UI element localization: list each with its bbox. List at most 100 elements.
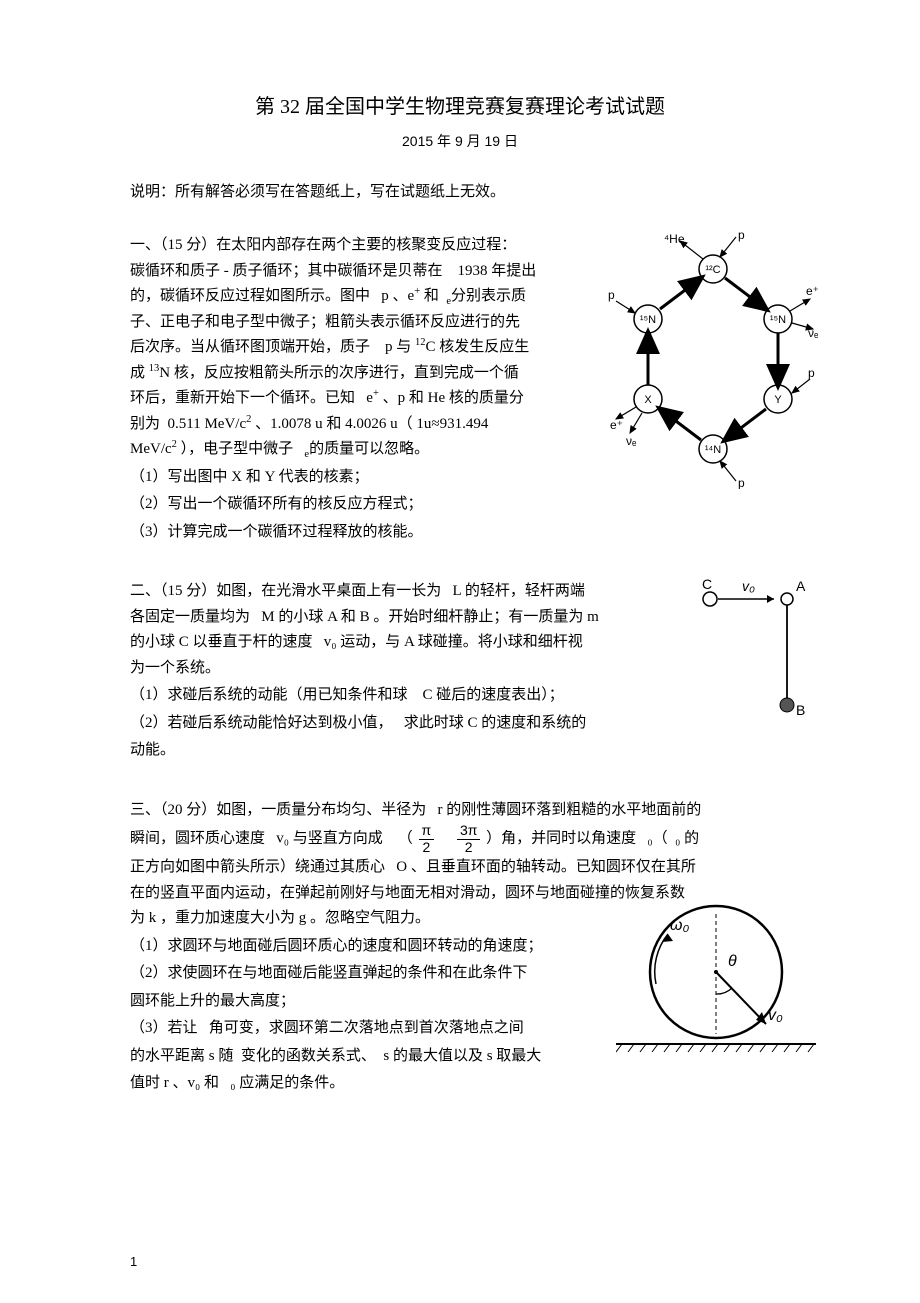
p1-header: 一、（15 分）在太阳内部存在两个主要的核聚变反应过程： — [130, 237, 516, 253]
frac2-num: 3π — [457, 823, 480, 839]
p1-sub1: （1）写出图中 X 和 Y 代表的核素； — [130, 465, 590, 491]
p3-l3a: 正方向如图中箭头所示）绕通过其质心 — [130, 859, 385, 875]
fig1-he4: ⁴He — [664, 232, 685, 246]
p2-sub3: 动能。 — [130, 738, 630, 764]
page-title: 第 32 届全国中学生物理竞赛复赛理论考试试题 — [130, 90, 790, 124]
p3-sub4c: s 的最大值以及 s 取最大 — [383, 1048, 541, 1064]
frac2-den: 2 — [457, 840, 480, 855]
p1-l5a: 后次序。当从循环图顶端开始，质子 — [130, 339, 370, 355]
p3-sub3: （3）若让 角可变，求圆环第二次落地点到首次落地点之间 — [130, 1016, 570, 1042]
p1-l8c: 、1.0078 u 和 4.0026 u（ 1u≈931.494 — [255, 416, 488, 432]
fig1-p-r: p — [808, 366, 815, 380]
p1-l6a: 成 — [130, 365, 145, 381]
problem-3: 三、（20 分）如图，一质量分布均匀、半径为 r 的刚性薄圆环落到粗糙的水平地面… — [130, 798, 790, 1097]
figure-rod-collision: C v₀ A B — [692, 577, 812, 727]
p3-sub2a: （2）求使圆环在与地面碰后能竖直弹起的条件和在此条件下 — [130, 961, 570, 987]
p3-sub2b: 圆环能上升的最大高度； — [130, 989, 570, 1015]
p3-sub1: （1）求圆环与地面碰后圆环质心的速度和圆环转动的角速度； — [130, 934, 570, 960]
figure-carbon-cycle: ¹²C ¹⁵N Y ¹⁴N X ¹⁵N — [608, 229, 818, 489]
p3-sub3b: 角可变，求圆环第二次落地点到首次落地点之间 — [209, 1020, 524, 1036]
fig1-n15l: ¹⁵N — [640, 314, 656, 326]
p1-l4: 子、正电子和电子型中微子；粗箭头表示循环反应进行的先 — [130, 314, 520, 330]
p2-l3a: 的小球 C 以垂直于杆的速度 — [130, 634, 313, 650]
p2-l4: 为一个系统。 — [130, 660, 220, 676]
p1-l7a: 环后，重新开始下一个循环。已知 — [130, 390, 355, 406]
p3-l1: 三、（20 分）如图，一质量分布均匀、半径为 — [130, 802, 426, 818]
p2-l1b: L 的轻杆，轻杆两端 — [453, 583, 585, 599]
exam-date: 2015 年 9 月 19 日 — [130, 130, 790, 154]
p2-sub1: （1）求碰后系统的动能（用已知条件和球 C 碰后的速度表出）； — [130, 683, 630, 709]
p3-sub3a: （3）若让 — [130, 1020, 198, 1036]
frac-pi-2: π2 — [419, 823, 435, 855]
p3-l2a: 瞬间，圆环质心速度 — [130, 831, 265, 847]
p2-l2a: 各固定一质量均为 — [130, 609, 250, 625]
p1-l3c: 和 — [424, 288, 439, 304]
frac1-num: π — [419, 823, 435, 839]
p2-l2b: M 的小球 A 和 B 。开始时细杆静止；有一质量为 m — [261, 609, 599, 625]
fig2-A: A — [796, 578, 806, 594]
fig1-n14: ¹⁴N — [705, 444, 721, 456]
p3-l5: 为 k ，重力加速度大小为 g 。忽略空气阻力。 — [130, 910, 430, 926]
page: 第 32 届全国中学生物理竞赛复赛理论考试试题 2015 年 9 月 19 日 … — [0, 0, 920, 1303]
p2-l1: 二、（15 分）如图，在光滑水平桌面上有一长为 — [130, 583, 441, 599]
p1-l9c: 的质量可以忽略。 — [309, 441, 429, 457]
frac1-den: 2 — [419, 840, 435, 855]
p3-l2g: ₀ 的 — [675, 831, 699, 847]
p1-sub3: （3）计算完成一个碳循环过程释放的核能。 — [130, 520, 590, 546]
fig1-n15r: ¹⁵N — [770, 314, 786, 326]
p3-l3b: O 、且垂直环面的轴转动。已知圆环仅在其所 — [396, 859, 696, 875]
fig1-p-bot: p — [738, 476, 745, 489]
p3-l4: 在的竖直平面内运动，在弹起前刚好与地面无相对滑动，圆环与地面碰撞的恢复系数 — [130, 885, 685, 901]
p1-l6b: N 核，反应按粗箭头所示的次序进行，直到完成一个循 — [159, 365, 519, 381]
p3-sub5: 值时 r 、v₀ 和 ₀ 应满足的条件。 — [130, 1071, 570, 1097]
p2-sub1b: C 碰后的速度表出）； — [423, 687, 564, 703]
p2-sub2a: （2）若碰后系统动能恰好达到极小值， — [130, 715, 393, 731]
p1-l3d: 分别表示质 — [451, 288, 526, 304]
p3-sub5b: ₀ 应满足的条件。 — [230, 1075, 344, 1091]
p3-l2f: ₀（ — [647, 831, 667, 847]
fig2-v0: v₀ — [742, 578, 755, 594]
p2-sub2b: 求此时球 C 的速度和系统的 — [404, 715, 587, 731]
p2-l3b: v₀ 运动，与 A 球碰撞。将小球和细杆视 — [324, 634, 583, 650]
p1-l5c: C 核发生反应生 — [426, 339, 530, 355]
p1-l3a: 的，碳循环反应过程如图所示。图中 — [130, 288, 370, 304]
p1-sub2: （2）写出一个碳循环所有的核反应方程式； — [130, 492, 590, 518]
p3-l2c: （ — [398, 831, 413, 847]
frac-3pi-2: 3π2 — [457, 823, 480, 855]
p3-l1b: r 的刚性薄圆环落到粗糙的水平地面前的 — [438, 802, 702, 818]
p1-l9a: MeV/c — [130, 441, 172, 457]
p1-l8a: 别为 — [130, 416, 160, 432]
fig1-nu-l: νₑ — [626, 434, 637, 448]
fig1-eplus-r: e⁺ — [806, 284, 818, 298]
p3-sub4b: 变化的函数关系式、 — [241, 1048, 376, 1064]
p3-sub4a: 的水平距离 s 随 — [130, 1048, 233, 1064]
p1-l7c: 、p 和 He 核的质量分 — [383, 390, 524, 406]
fig2-B: B — [796, 702, 805, 718]
fig3-theta: θ — [728, 953, 737, 970]
figure-ring: ω₀ θ v₀ — [616, 894, 816, 1064]
fig3-v0: v₀ — [768, 1007, 783, 1024]
problem-1-text: 一、（15 分）在太阳内部存在两个主要的核聚变反应过程： 碳循环和质子 - 质子… — [130, 233, 590, 545]
p3-sub4: 的水平距离 s 随 变化的函数关系式、 s 的最大值以及 s 取最大 — [130, 1044, 570, 1070]
page-number: 1 — [130, 1251, 137, 1273]
p2-sub1a: （1）求碰后系统的动能（用已知条件和球 — [130, 687, 408, 703]
p2-sub2: （2）若碰后系统动能恰好达到极小值， 求此时球 C 的速度和系统的 — [130, 711, 630, 737]
p3-sub5a: 值时 r 、v₀ 和 — [130, 1075, 219, 1091]
p1-l3b: p 、e — [381, 288, 414, 304]
fig1-y: Y — [774, 394, 782, 406]
p3-l2e: ）角，并同时以角速度 — [486, 831, 636, 847]
p1-l7b: e — [366, 390, 373, 406]
problem-1: 一、（15 分）在太阳内部存在两个主要的核聚变反应过程： 碳循环和质子 - 质子… — [130, 233, 790, 545]
fig1-c12: ¹²C — [705, 264, 720, 276]
p1-l9b: ），电子型中微子 — [181, 441, 294, 457]
fig1-x: X — [644, 394, 652, 406]
fig2-C: C — [702, 577, 712, 592]
instruction: 说明：所有解答必须写在答题纸上，写在试题纸上无效。 — [130, 180, 790, 206]
fig3-omega: ω₀ — [670, 917, 689, 934]
fig1-eplus-l: e⁺ — [610, 418, 623, 432]
fig1-nu-r: νₑ — [808, 326, 818, 340]
fig1-p-l: p — [608, 288, 615, 302]
p1-l5b: p 与 — [385, 339, 411, 355]
p1-year: 1938 年提出 — [458, 263, 537, 279]
problem-2: 二、（15 分）如图，在光滑水平桌面上有一长为 L 的轻杆，轻杆两端 各固定一质… — [130, 579, 790, 764]
